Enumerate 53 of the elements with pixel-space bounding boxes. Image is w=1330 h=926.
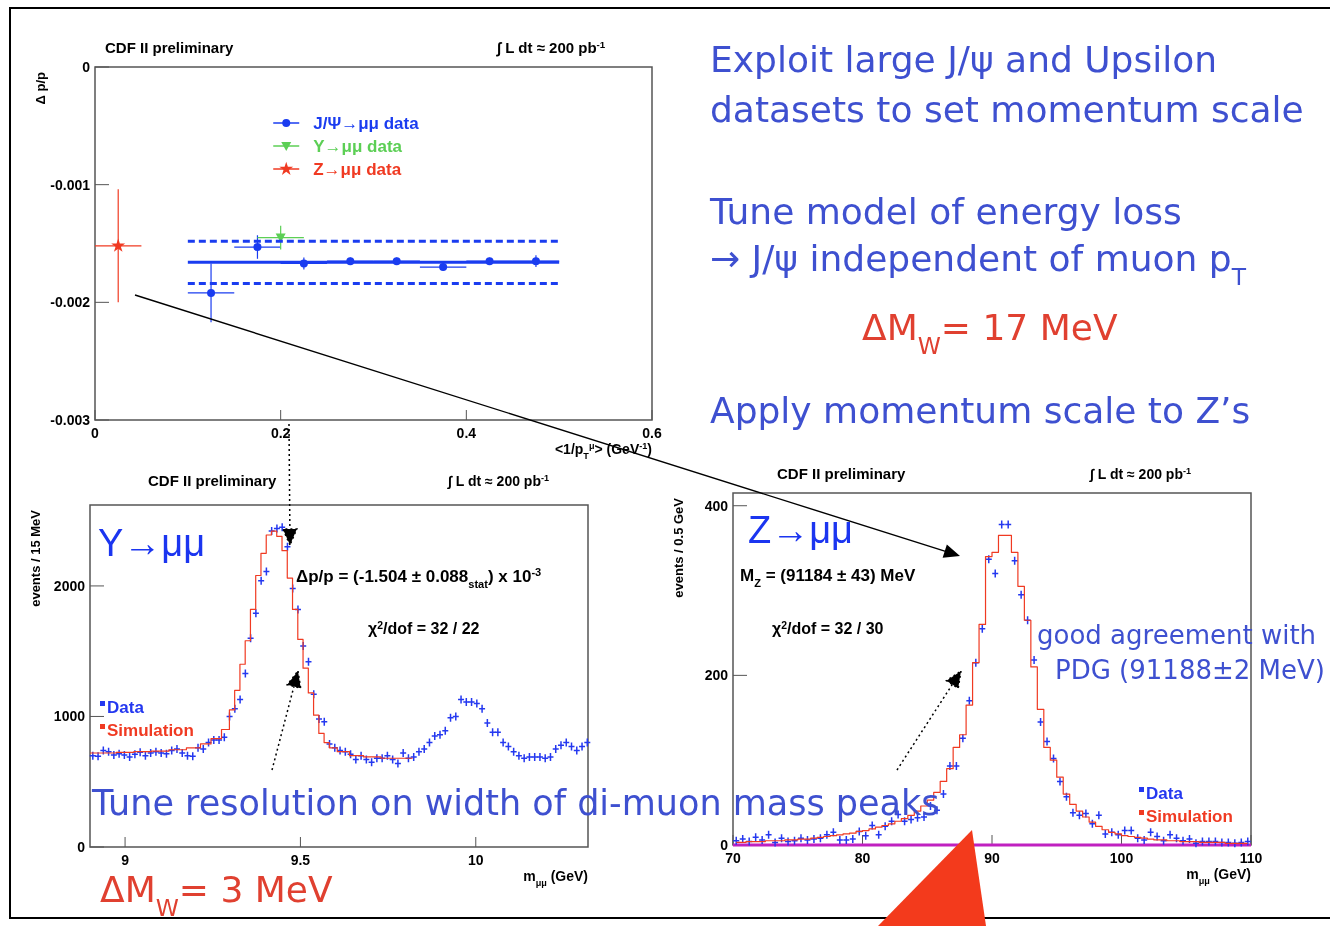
legend-label: Data bbox=[1146, 784, 1184, 803]
text: Apply momentum scale to Z’s bbox=[710, 390, 1251, 431]
chart-title: CDF II preliminary bbox=[105, 39, 235, 56]
x-tick-label: 100 bbox=[1109, 850, 1134, 866]
x-tick-label: 0.4 bbox=[456, 425, 477, 441]
x-tick-label: 0.6 bbox=[642, 425, 662, 441]
text: ∫ L dt ≈ 200 pb$^{-1}$ bbox=[447, 473, 550, 490]
chart-title: CDF II preliminary bbox=[777, 465, 907, 482]
y-tick-label: 400 bbox=[704, 497, 729, 514]
y-tick-label: 1000 bbox=[53, 708, 86, 725]
x-tick-label: 70 bbox=[725, 850, 741, 866]
y-tick-label: -0.003 bbox=[50, 412, 91, 428]
x-tick-label: 110 bbox=[1239, 850, 1263, 866]
annotation: χ$^{2}$/dof = 32 / 30 bbox=[772, 619, 884, 637]
x-tick-label: 9 bbox=[121, 852, 130, 868]
y-tick-label: 200 bbox=[704, 667, 729, 684]
x-tick-label: 80 bbox=[854, 850, 871, 866]
annotation: PDG (91188±2 MeV) bbox=[1055, 655, 1325, 685]
text: Exploit large J/ψ and Upsilon bbox=[710, 39, 1218, 80]
text: ∫ L dt ≈ 200 pb$^{-1}$ bbox=[496, 38, 606, 57]
y-tick-label: 0 bbox=[77, 839, 86, 855]
annotation: M$_{Z}$ = (91184 ± 43) MeV bbox=[740, 566, 916, 589]
y-tick-label: 0 bbox=[720, 837, 729, 853]
x-tick-label: 9.5 bbox=[290, 852, 311, 868]
x-tick-label: 10 bbox=[467, 852, 484, 868]
text: datasets to set momentum scale bbox=[710, 89, 1304, 130]
y-axis-title: Δ p/p bbox=[33, 71, 48, 105]
legend-label: Simulation bbox=[1146, 807, 1233, 826]
x-tick-label: 0.2 bbox=[270, 425, 291, 441]
annotation: Υ→μμ bbox=[98, 522, 206, 564]
x-tick-label: 90 bbox=[984, 850, 1000, 866]
text: ΔM$_{W}$= 3 MeV bbox=[100, 869, 333, 922]
chart-title: CDF II preliminary bbox=[148, 472, 278, 489]
annotation: Δp/p = (-1.504 ± 0.088$_{stat}$) x 10$^{-3}$ bbox=[296, 566, 542, 590]
annotation: Z→μμ bbox=[748, 509, 854, 551]
y-tick-label: -0.002 bbox=[50, 294, 91, 311]
annotation: χ$^{2}$/dof = 32 / 22 bbox=[368, 619, 480, 637]
legend-label: Z→μμ data bbox=[313, 160, 402, 179]
legend-label: Simulation bbox=[107, 721, 194, 740]
text: ΔM$_{W}$= 17 MeV bbox=[862, 307, 1118, 360]
text: → J/ψ independent of muon p$_{T}$ bbox=[710, 238, 1247, 291]
y-axis-title: events / 15 MeV bbox=[28, 509, 43, 607]
y-tick-label: -0.001 bbox=[50, 176, 91, 193]
x-axis-title: m$_{μμ}$ (GeV) bbox=[523, 868, 588, 888]
legend-label: Υ→μμ data bbox=[313, 137, 403, 156]
text: ∫ L dt ≈ 200 pb$^{-1}$ bbox=[1089, 466, 1192, 483]
x-axis-title: m$_{μμ}$ (GeV) bbox=[1186, 866, 1251, 886]
legend-label: Data bbox=[107, 698, 145, 717]
y-axis-title: events / 0.5 GeV bbox=[671, 497, 686, 598]
text: Tune model of energy loss bbox=[709, 191, 1182, 232]
y-tick-label: 2000 bbox=[53, 577, 86, 594]
y-tick-label: 0 bbox=[82, 59, 91, 75]
legend-label: J/Ψ→μμ data bbox=[313, 114, 420, 133]
